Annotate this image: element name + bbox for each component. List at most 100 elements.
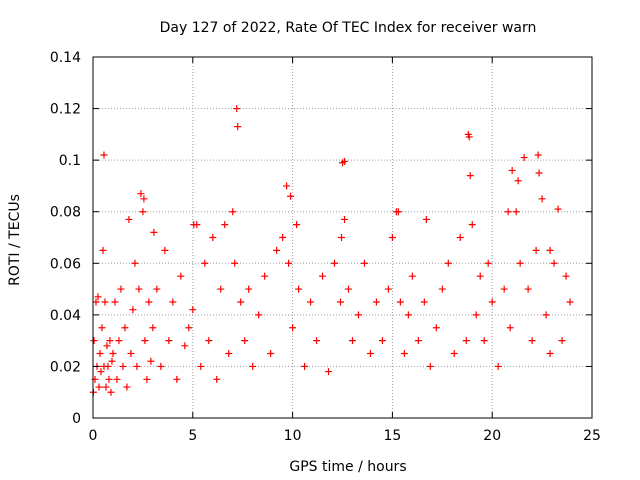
data-point	[102, 383, 110, 391]
data-point	[145, 298, 153, 306]
data-point	[528, 337, 536, 345]
data-point	[273, 246, 281, 254]
data-point	[123, 383, 131, 391]
data-point	[229, 208, 237, 216]
data-point	[546, 246, 554, 254]
data-point	[177, 272, 185, 280]
data-point	[378, 337, 386, 345]
x-tick-label: 15	[383, 428, 401, 444]
data-point	[90, 337, 98, 345]
y-tick-label: 0.02	[50, 359, 81, 375]
data-point	[468, 221, 476, 229]
data-point	[115, 337, 123, 345]
data-point	[388, 234, 396, 241]
data-point	[217, 285, 225, 293]
data-point	[111, 298, 119, 306]
data-point	[456, 234, 464, 241]
data-point	[221, 221, 229, 229]
data-point	[550, 259, 558, 267]
data-point	[279, 234, 287, 241]
data-point	[558, 337, 566, 345]
data-point	[107, 388, 115, 396]
data-point	[121, 324, 129, 332]
data-point	[331, 259, 339, 267]
data-point	[157, 362, 165, 370]
x-tick-label: 20	[483, 428, 501, 444]
plot-frame	[92, 56, 593, 419]
data-point	[190, 221, 198, 229]
data-point	[95, 383, 103, 391]
data-point	[173, 375, 181, 383]
data-point	[287, 192, 295, 200]
data-point	[514, 177, 522, 185]
data-point	[504, 208, 512, 216]
data-point	[289, 324, 297, 332]
data-point	[566, 298, 574, 306]
y-tick-label: 0	[72, 411, 81, 427]
data-point	[181, 342, 189, 350]
data-point	[480, 337, 488, 345]
data-point	[153, 285, 161, 293]
data-point	[245, 285, 253, 293]
data-point	[360, 259, 368, 267]
data-point	[139, 208, 147, 216]
data-point	[143, 375, 151, 383]
data-point	[534, 151, 542, 159]
data-point	[165, 337, 173, 345]
data-point	[414, 337, 422, 345]
data-point	[408, 272, 416, 280]
data-point	[465, 133, 473, 141]
data-point	[131, 259, 139, 267]
data-point	[340, 215, 348, 223]
data-point	[546, 350, 554, 358]
data-point	[494, 362, 502, 370]
x-tick-label: 0	[89, 428, 98, 444]
data-point	[117, 285, 125, 293]
x-tick-label: 25	[583, 428, 601, 444]
data-point	[348, 337, 356, 345]
data-point	[372, 298, 380, 306]
data-point	[535, 169, 543, 177]
data-point	[141, 337, 149, 345]
data-point	[295, 285, 303, 293]
data-point	[267, 350, 275, 358]
data-point	[450, 350, 458, 358]
data-point	[94, 293, 102, 301]
data-point	[109, 350, 117, 358]
data-point	[106, 337, 114, 345]
data-point	[354, 311, 362, 319]
data-point	[237, 298, 245, 306]
data-point	[396, 298, 404, 306]
data-point	[488, 298, 496, 306]
data-point	[520, 154, 528, 162]
data-point	[508, 166, 516, 174]
y-tick-label: 0.04	[50, 308, 81, 324]
data-point	[506, 324, 514, 332]
data-point	[108, 357, 116, 365]
data-point	[420, 298, 428, 306]
data-point	[301, 362, 309, 370]
data-point	[189, 306, 197, 314]
data-point	[404, 311, 412, 319]
chart-title: Day 127 of 2022, Rate Of TEC Index for r…	[160, 20, 537, 36]
y-tick-label: 0.1	[59, 153, 81, 169]
x-tick-label: 5	[188, 428, 197, 444]
data-point	[500, 285, 508, 293]
data-point	[119, 362, 127, 370]
data-point	[338, 234, 346, 241]
data-point	[285, 259, 293, 267]
data-point	[241, 337, 249, 345]
data-point	[129, 306, 137, 314]
y-tick-label: 0.14	[50, 50, 81, 66]
data-point	[98, 324, 106, 332]
data-point	[532, 246, 540, 254]
data-point	[92, 298, 100, 306]
data-point	[261, 272, 269, 280]
data-point	[400, 350, 408, 358]
data-points	[89, 105, 574, 396]
data-point	[169, 298, 177, 306]
data-point	[325, 368, 333, 376]
data-point	[201, 259, 209, 267]
x-tick-label: 10	[284, 428, 302, 444]
